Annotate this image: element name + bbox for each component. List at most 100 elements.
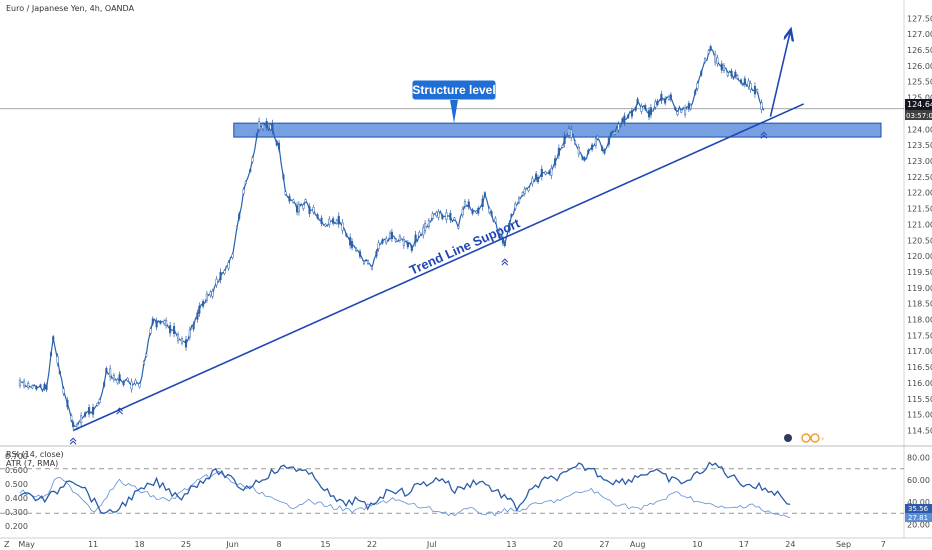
candle-body [623,115,626,123]
candle-body [302,204,305,209]
rsi-tick-label: 60.00 [907,476,930,485]
price-tick-label: 117.500 [907,331,932,340]
time-tick-label: Aug [630,540,646,549]
candle-body [402,239,405,246]
atr-value-label: 27.81 [908,514,928,522]
last-price-label: 124.649 [907,100,932,109]
candle-body [304,199,307,203]
candle-body [18,379,22,386]
candle-body [475,210,478,214]
time-axis[interactable]: May 11 18 25 Jun 8 15 22 Jul 13 20 27 Aug 10 17 24 Sep 7 [18,540,886,549]
candle-body [388,232,392,239]
candle-body [198,305,201,314]
candle-body [498,230,501,238]
candle-body [349,237,352,246]
time-tick-label: 18 [134,540,144,549]
bounce-chevron-icon [69,437,77,445]
candle-body [151,318,154,324]
candle-body [527,187,530,192]
candle-body [422,227,425,236]
price-tick-label: 122.500 [907,173,932,182]
candle-body [521,192,524,196]
bounce-chevron-icon [501,258,509,266]
structure-level-zone[interactable] [233,122,882,138]
candle-body [696,83,699,89]
price-tick-label: 115.000 [907,411,932,420]
economic-event-icon[interactable] [784,434,792,442]
candle-body [649,107,652,116]
candle-body [431,213,434,219]
price-tick-label: 120.000 [907,252,932,261]
candle-body [570,129,573,138]
candle-body [656,100,659,105]
candle-body [636,98,639,104]
candle-body [84,412,87,417]
candle-body [461,209,464,216]
candle-body [370,266,374,270]
candle-body [621,118,624,122]
candle-body [275,141,278,146]
candle-body [173,325,176,334]
candle-body [709,46,712,51]
candle-body [192,323,195,330]
event-icons[interactable]: › [784,433,824,443]
candle-body [654,101,657,108]
dividend-icon[interactable] [801,433,811,443]
price-axis[interactable]: 114.500 115.000 115.500 116.000 116.500 117.0… [907,14,932,435]
price-tick-label: 125.500 [907,78,932,87]
candle-body [583,157,586,161]
candle-body [159,320,162,324]
price-tick-label: 125.000 [907,94,932,103]
time-tick-label: Jun [225,540,239,549]
candle-body [700,71,703,76]
candle-body [743,78,746,85]
candle-body [231,254,234,259]
candle-body [324,223,327,227]
candle-body [554,158,557,166]
countdown-badge [905,110,932,120]
candle-body [109,368,112,377]
price-tick-label: 121.000 [907,220,932,229]
candle-body [337,215,340,225]
candle-body [394,238,397,242]
price-tick-label: 117.000 [907,347,932,356]
candle-body [581,156,584,160]
candle-body [517,197,521,203]
candle-body [49,352,53,356]
candle-body [703,58,707,63]
rsi-tick-label: 80.00 [907,454,930,463]
candle-body [557,147,560,156]
candle-body [540,168,543,177]
candle-body [202,301,205,307]
candle-body [644,105,647,110]
structure-level-callout[interactable]: Structure level [411,79,497,124]
candle-body [98,399,101,403]
atr-tick-label: 0.700 [5,452,28,461]
candle-body [483,192,486,197]
trend-line-support[interactable] [72,103,804,432]
candle-body [467,201,470,208]
price-pane[interactable] [0,0,904,446]
time-tick-label: 17 [739,540,749,549]
candle-body [292,199,295,203]
price-tick-label: 127.500 [907,14,932,23]
candle-body [594,138,597,146]
candle-body [734,71,737,77]
projection-arrow[interactable] [769,31,790,117]
indicator-pane[interactable]: RSI (14, close) ATR (7, RMA) [6,450,64,468]
candle-body [177,334,180,342]
last-price-badge [905,99,932,110]
candle-body [328,218,331,225]
candle-body [215,278,218,286]
candle-body [358,251,362,257]
candle-body [242,188,245,194]
price-tick-label: 116.500 [907,363,932,372]
candle-body [630,110,633,117]
candle-body [610,132,613,136]
candle-body [471,209,474,214]
price-tick-label: 120.500 [907,236,932,245]
earnings-icon[interactable] [810,433,820,443]
timezone-corner-label[interactable]: Z [4,540,10,549]
candle-body [753,86,757,95]
